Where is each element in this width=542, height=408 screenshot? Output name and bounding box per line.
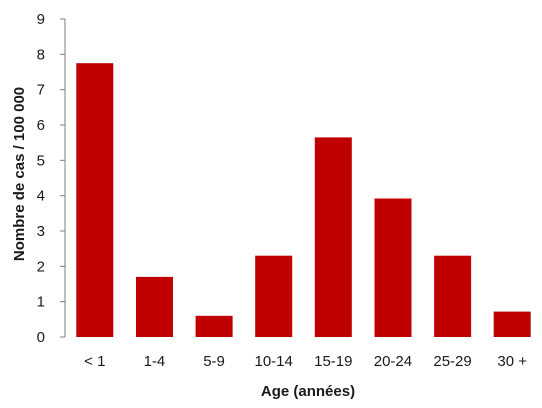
x-tick-label-5: 20-24 <box>374 353 412 370</box>
x-tick-label-1: 1-4 <box>144 353 166 370</box>
y-tick-label-2: 2 <box>37 258 45 275</box>
x-tick-label-7: 30 + <box>497 353 527 370</box>
y-tick-label-0: 0 <box>37 329 45 346</box>
x-axis-title: Age (années) <box>261 383 355 400</box>
y-tick-label-3: 3 <box>37 223 45 240</box>
y-tick-label-1: 1 <box>37 294 45 311</box>
x-tick-label-4: 15-19 <box>314 353 352 370</box>
bars-group <box>76 63 531 337</box>
axes-group <box>60 18 66 338</box>
y-axis-title: Nombre de cas / 100 000 <box>11 87 28 261</box>
bar-2 <box>195 315 233 337</box>
bar-3 <box>255 255 293 337</box>
x-tick-label-3: 10-14 <box>255 353 293 370</box>
bar-1 <box>136 276 173 337</box>
x-tick-label-2: 5-9 <box>203 353 225 370</box>
x-tick-label-6: 25-29 <box>433 353 471 370</box>
y-tick-label-5: 5 <box>37 152 45 169</box>
bar-5 <box>374 198 412 337</box>
bar-0 <box>76 63 114 337</box>
bar-6 <box>434 255 472 337</box>
y-tick-label-7: 7 <box>37 82 45 99</box>
bar-7 <box>493 311 531 337</box>
y-tick-label-4: 4 <box>37 188 45 205</box>
bar-4 <box>314 137 352 337</box>
tick-labels-group: 0 1 2 3 4 5 6 7 8 9 < 1 1-4 5-9 10-14 15-19 20-24 25-29 3… <box>37 11 528 370</box>
y-tick-label-8: 8 <box>37 46 45 63</box>
y-tick-label-6: 6 <box>37 117 45 134</box>
y-tick-label-9: 9 <box>37 11 45 28</box>
x-tick-label-0: < 1 <box>84 353 105 370</box>
